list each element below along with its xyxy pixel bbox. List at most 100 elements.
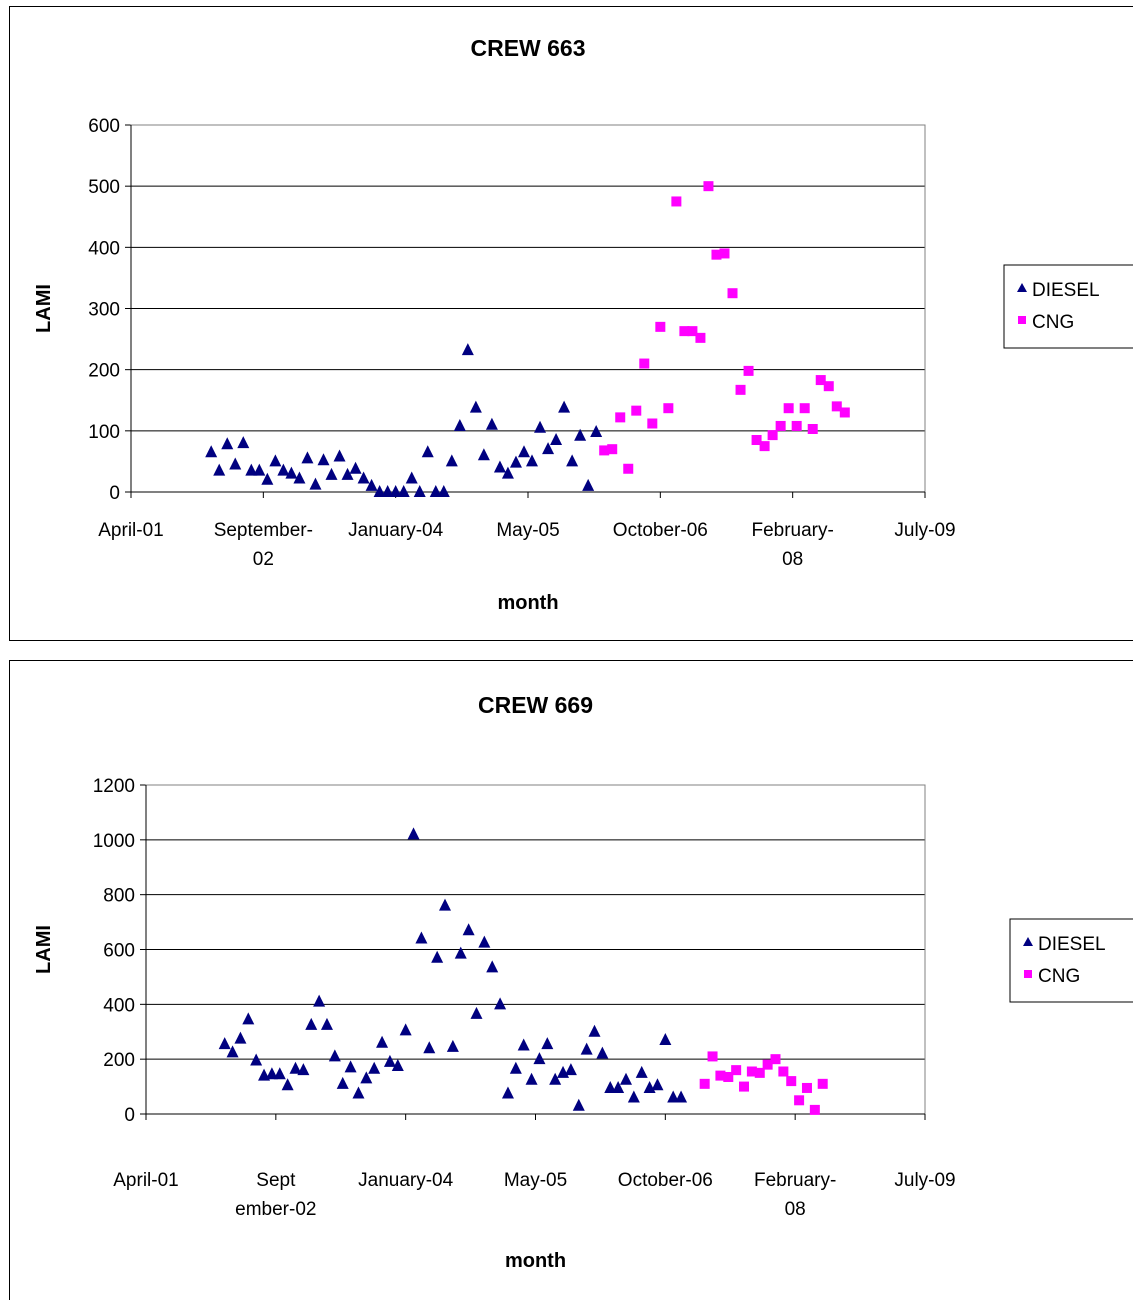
data-point-diesel-2004-04 — [423, 1041, 436, 1054]
data-point-diesel-2004-08 — [454, 946, 467, 959]
legend-marker-cng — [1024, 970, 1032, 978]
data-point-diesel-2002-12 — [285, 466, 298, 479]
data-point-diesel-2003-06 — [333, 449, 346, 462]
data-point-cng-2008-06 — [817, 1078, 828, 1089]
data-point-diesel-2002-12 — [297, 1063, 310, 1076]
data-point-diesel-2003-08 — [360, 1071, 373, 1084]
chart-title: CREW 663 — [470, 35, 585, 61]
data-point-diesel-2006-06 — [627, 1090, 640, 1103]
data-point-diesel-2005-06 — [526, 454, 539, 467]
data-point-diesel-2006-10 — [659, 1032, 672, 1045]
chart-title: CREW 669 — [478, 692, 593, 718]
data-point-cng-2008-03 — [794, 1095, 805, 1106]
chart-panel-crew-663: CREW 663 0 100 200 300 400 500 600 April-01 Septe… — [9, 6, 1133, 641]
data-point-cng-2008-09 — [839, 407, 850, 418]
y-axis-title: LAMI — [33, 925, 55, 974]
data-point-diesel-2003-06 — [344, 1060, 357, 1073]
data-point-diesel-2003-05 — [336, 1076, 349, 1089]
x-tick-label-september-02: September-02 — [214, 520, 313, 570]
data-point-cng-2006-10 — [655, 321, 666, 332]
data-point-cng-2007-11 — [762, 1059, 773, 1070]
scatter-chart-crew-663: CREW 663 0 100 200 300 400 500 600 April-01 Septe… — [33, 35, 1133, 614]
x-tick-label-october-06: October-06 — [618, 1170, 713, 1191]
data-point-diesel-2003-09 — [368, 1061, 381, 1074]
data-point-diesel-2004-11 — [478, 935, 491, 948]
legend — [1003, 264, 1133, 349]
data-point-diesel-2002-09 — [261, 472, 274, 485]
data-point-diesel-2003-03 — [320, 1017, 333, 1030]
data-point-diesel-2004-02 — [397, 485, 410, 497]
data-point-diesel-2002-11 — [277, 463, 290, 476]
data-point-cng-2006-09 — [647, 418, 658, 429]
y-tick-label: 0 — [109, 483, 120, 504]
data-point-cng-2007-09 — [743, 365, 754, 376]
data-point-diesel-2002-10 — [281, 1078, 294, 1091]
data-point-cng-2007-11 — [759, 441, 770, 452]
data-point-diesel-2006-05 — [619, 1072, 632, 1085]
data-point-diesel-2005-04 — [517, 1038, 530, 1051]
data-point-diesel-2002-06 — [237, 436, 250, 449]
legend — [1009, 918, 1133, 1003]
data-point-cng-2006-05 — [615, 412, 626, 423]
legend-label-cng: CNG — [1038, 966, 1080, 987]
data-point-diesel-2003-11 — [383, 1054, 396, 1067]
data-point-diesel-2003-03 — [309, 477, 322, 490]
data-point-diesel-2003-05 — [325, 467, 338, 480]
legend-label-diesel: DIESEL — [1032, 280, 1100, 301]
y-tick-label: 400 — [103, 995, 135, 1016]
data-point-diesel-2006-01 — [582, 478, 595, 491]
data-point-diesel-2004-06 — [439, 898, 452, 911]
legend-marker-diesel — [1023, 937, 1033, 946]
data-point-cng-2007-08 — [739, 1081, 750, 1092]
data-point-cng-2007-04 — [703, 181, 714, 192]
data-point-diesel-2006-02 — [590, 425, 603, 438]
data-point-cng-2007-10 — [751, 435, 762, 446]
x-tick-label-february-08: February-08 — [751, 520, 833, 570]
data-point-diesel-2002-04 — [221, 437, 234, 450]
data-point-diesel-2006-04 — [612, 1080, 625, 1093]
data-point-cng-2007-06 — [723, 1071, 734, 1082]
legend-label-cng: CNG — [1032, 312, 1074, 333]
data-point-cng-2006-11 — [663, 403, 674, 414]
data-point-cng-2007-07 — [731, 1065, 742, 1076]
data-point-diesel-2003-12 — [391, 1059, 404, 1072]
data-point-diesel-2004-03 — [415, 931, 428, 944]
data-point-diesel-2002-10 — [269, 454, 282, 467]
data-point-diesel-2002-08 — [265, 1067, 278, 1080]
data-point-diesel-2005-11 — [572, 1098, 585, 1111]
data-point-diesel-2005-03 — [501, 466, 514, 479]
data-point-diesel-2005-05 — [525, 1072, 538, 1085]
data-point-diesel-2005-06 — [533, 1052, 546, 1065]
data-point-diesel-2004-10 — [461, 343, 474, 356]
x-tick-label-july-09: July-09 — [894, 520, 955, 541]
data-point-diesel-2004-04 — [413, 485, 426, 497]
x-tick-label-july-09: July-09 — [894, 1170, 955, 1191]
data-point-cng-2007-06 — [719, 248, 730, 259]
data-point-cng-2006-04 — [607, 444, 618, 455]
data-point-cng-2008-02 — [783, 403, 794, 414]
data-point-cng-2006-12 — [671, 196, 682, 207]
x-tick-label-february-08: February-08 — [754, 1170, 836, 1220]
x-tick-label-april-01: April-01 — [98, 520, 163, 541]
series-cng — [699, 1051, 828, 1115]
chart-panel-crew-669: CREW 669 0 200 400 600 800 1000 1200 April-01 Sep… — [9, 660, 1133, 1300]
y-tick-label: 400 — [88, 238, 120, 259]
y-tick-label: 600 — [88, 116, 120, 137]
data-point-diesel-2005-01 — [485, 417, 498, 430]
series-cng — [599, 181, 850, 474]
data-point-cng-2008-05 — [809, 1104, 820, 1115]
data-point-cng-2007-12 — [767, 430, 778, 441]
data-point-diesel-2005-05 — [517, 445, 530, 458]
legend-marker-cng — [1018, 316, 1026, 324]
data-point-diesel-2005-10 — [558, 400, 571, 413]
data-point-diesel-2003-07 — [352, 1086, 365, 1099]
data-point-diesel-2004-02 — [407, 827, 420, 840]
y-tick-label: 200 — [103, 1050, 135, 1071]
y-axis-title: LAMI — [33, 284, 55, 333]
series-diesel — [218, 827, 688, 1111]
data-point-cng-2008-07 — [823, 381, 834, 392]
data-point-diesel-2005-07 — [534, 420, 547, 433]
data-point-diesel-2004-10 — [470, 1006, 483, 1019]
x-axis-title: month — [497, 592, 558, 614]
data-point-diesel-2003-08 — [349, 461, 362, 474]
